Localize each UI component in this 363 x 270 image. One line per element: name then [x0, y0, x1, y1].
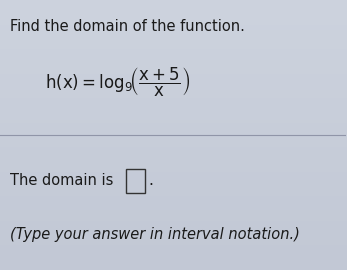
Text: (Type your answer in interval notation.): (Type your answer in interval notation.)	[11, 227, 300, 242]
Text: The domain is: The domain is	[11, 173, 114, 188]
Text: .: .	[148, 173, 153, 188]
Text: $\mathrm{h(x)} = \mathrm{log}_{9}\!\left(\dfrac{\mathrm{x+5}}{\mathrm{x}}\right): $\mathrm{h(x)} = \mathrm{log}_{9}\!\left…	[45, 65, 190, 97]
Text: Find the domain of the function.: Find the domain of the function.	[11, 19, 245, 34]
